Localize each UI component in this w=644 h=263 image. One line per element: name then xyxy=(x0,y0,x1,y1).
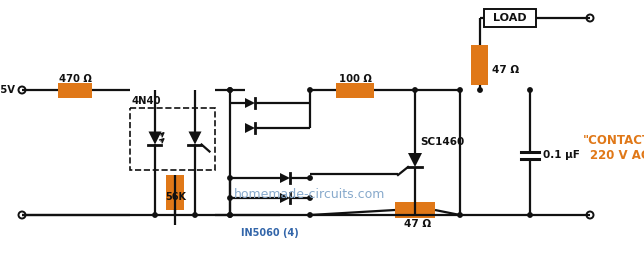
Circle shape xyxy=(153,213,157,217)
Polygon shape xyxy=(245,98,255,108)
Bar xyxy=(166,174,184,210)
Bar xyxy=(336,83,374,98)
Text: LOAD: LOAD xyxy=(493,13,527,23)
Bar xyxy=(484,9,536,27)
Circle shape xyxy=(528,88,532,92)
Circle shape xyxy=(458,213,462,217)
Circle shape xyxy=(228,176,232,180)
Bar xyxy=(395,202,435,218)
Circle shape xyxy=(528,213,532,217)
Circle shape xyxy=(458,88,462,92)
Polygon shape xyxy=(280,173,290,183)
Text: 47 Ω: 47 Ω xyxy=(492,65,519,75)
Bar xyxy=(130,108,215,170)
Text: "CONTACT"
220 V AC: "CONTACT" 220 V AC xyxy=(583,134,644,162)
Text: 470 Ω: 470 Ω xyxy=(59,74,91,84)
Polygon shape xyxy=(280,193,290,203)
Polygon shape xyxy=(245,123,255,133)
Circle shape xyxy=(228,88,232,92)
Circle shape xyxy=(228,196,232,200)
Circle shape xyxy=(308,88,312,92)
Text: IN5060 (4): IN5060 (4) xyxy=(241,228,299,238)
Circle shape xyxy=(308,213,312,217)
Circle shape xyxy=(228,213,232,217)
Bar xyxy=(471,45,489,85)
Bar xyxy=(58,83,92,98)
Circle shape xyxy=(413,213,417,217)
Text: 100 Ω: 100 Ω xyxy=(339,74,372,84)
Circle shape xyxy=(228,213,232,217)
Circle shape xyxy=(228,88,232,92)
Circle shape xyxy=(478,88,482,92)
Polygon shape xyxy=(149,132,162,144)
Circle shape xyxy=(308,176,312,180)
Circle shape xyxy=(413,88,417,92)
Text: 0.1 μF: 0.1 μF xyxy=(543,150,580,160)
Text: SC1460: SC1460 xyxy=(420,137,464,147)
Polygon shape xyxy=(408,153,422,167)
Text: 47 Ω: 47 Ω xyxy=(404,219,431,229)
Text: +5V: +5V xyxy=(0,85,15,95)
Text: 56K: 56K xyxy=(166,192,187,202)
Text: homemade-circuits.com: homemade-circuits.com xyxy=(234,189,386,201)
Polygon shape xyxy=(189,132,202,144)
Circle shape xyxy=(193,213,197,217)
Text: 4N40: 4N40 xyxy=(132,96,162,106)
Circle shape xyxy=(308,196,312,200)
